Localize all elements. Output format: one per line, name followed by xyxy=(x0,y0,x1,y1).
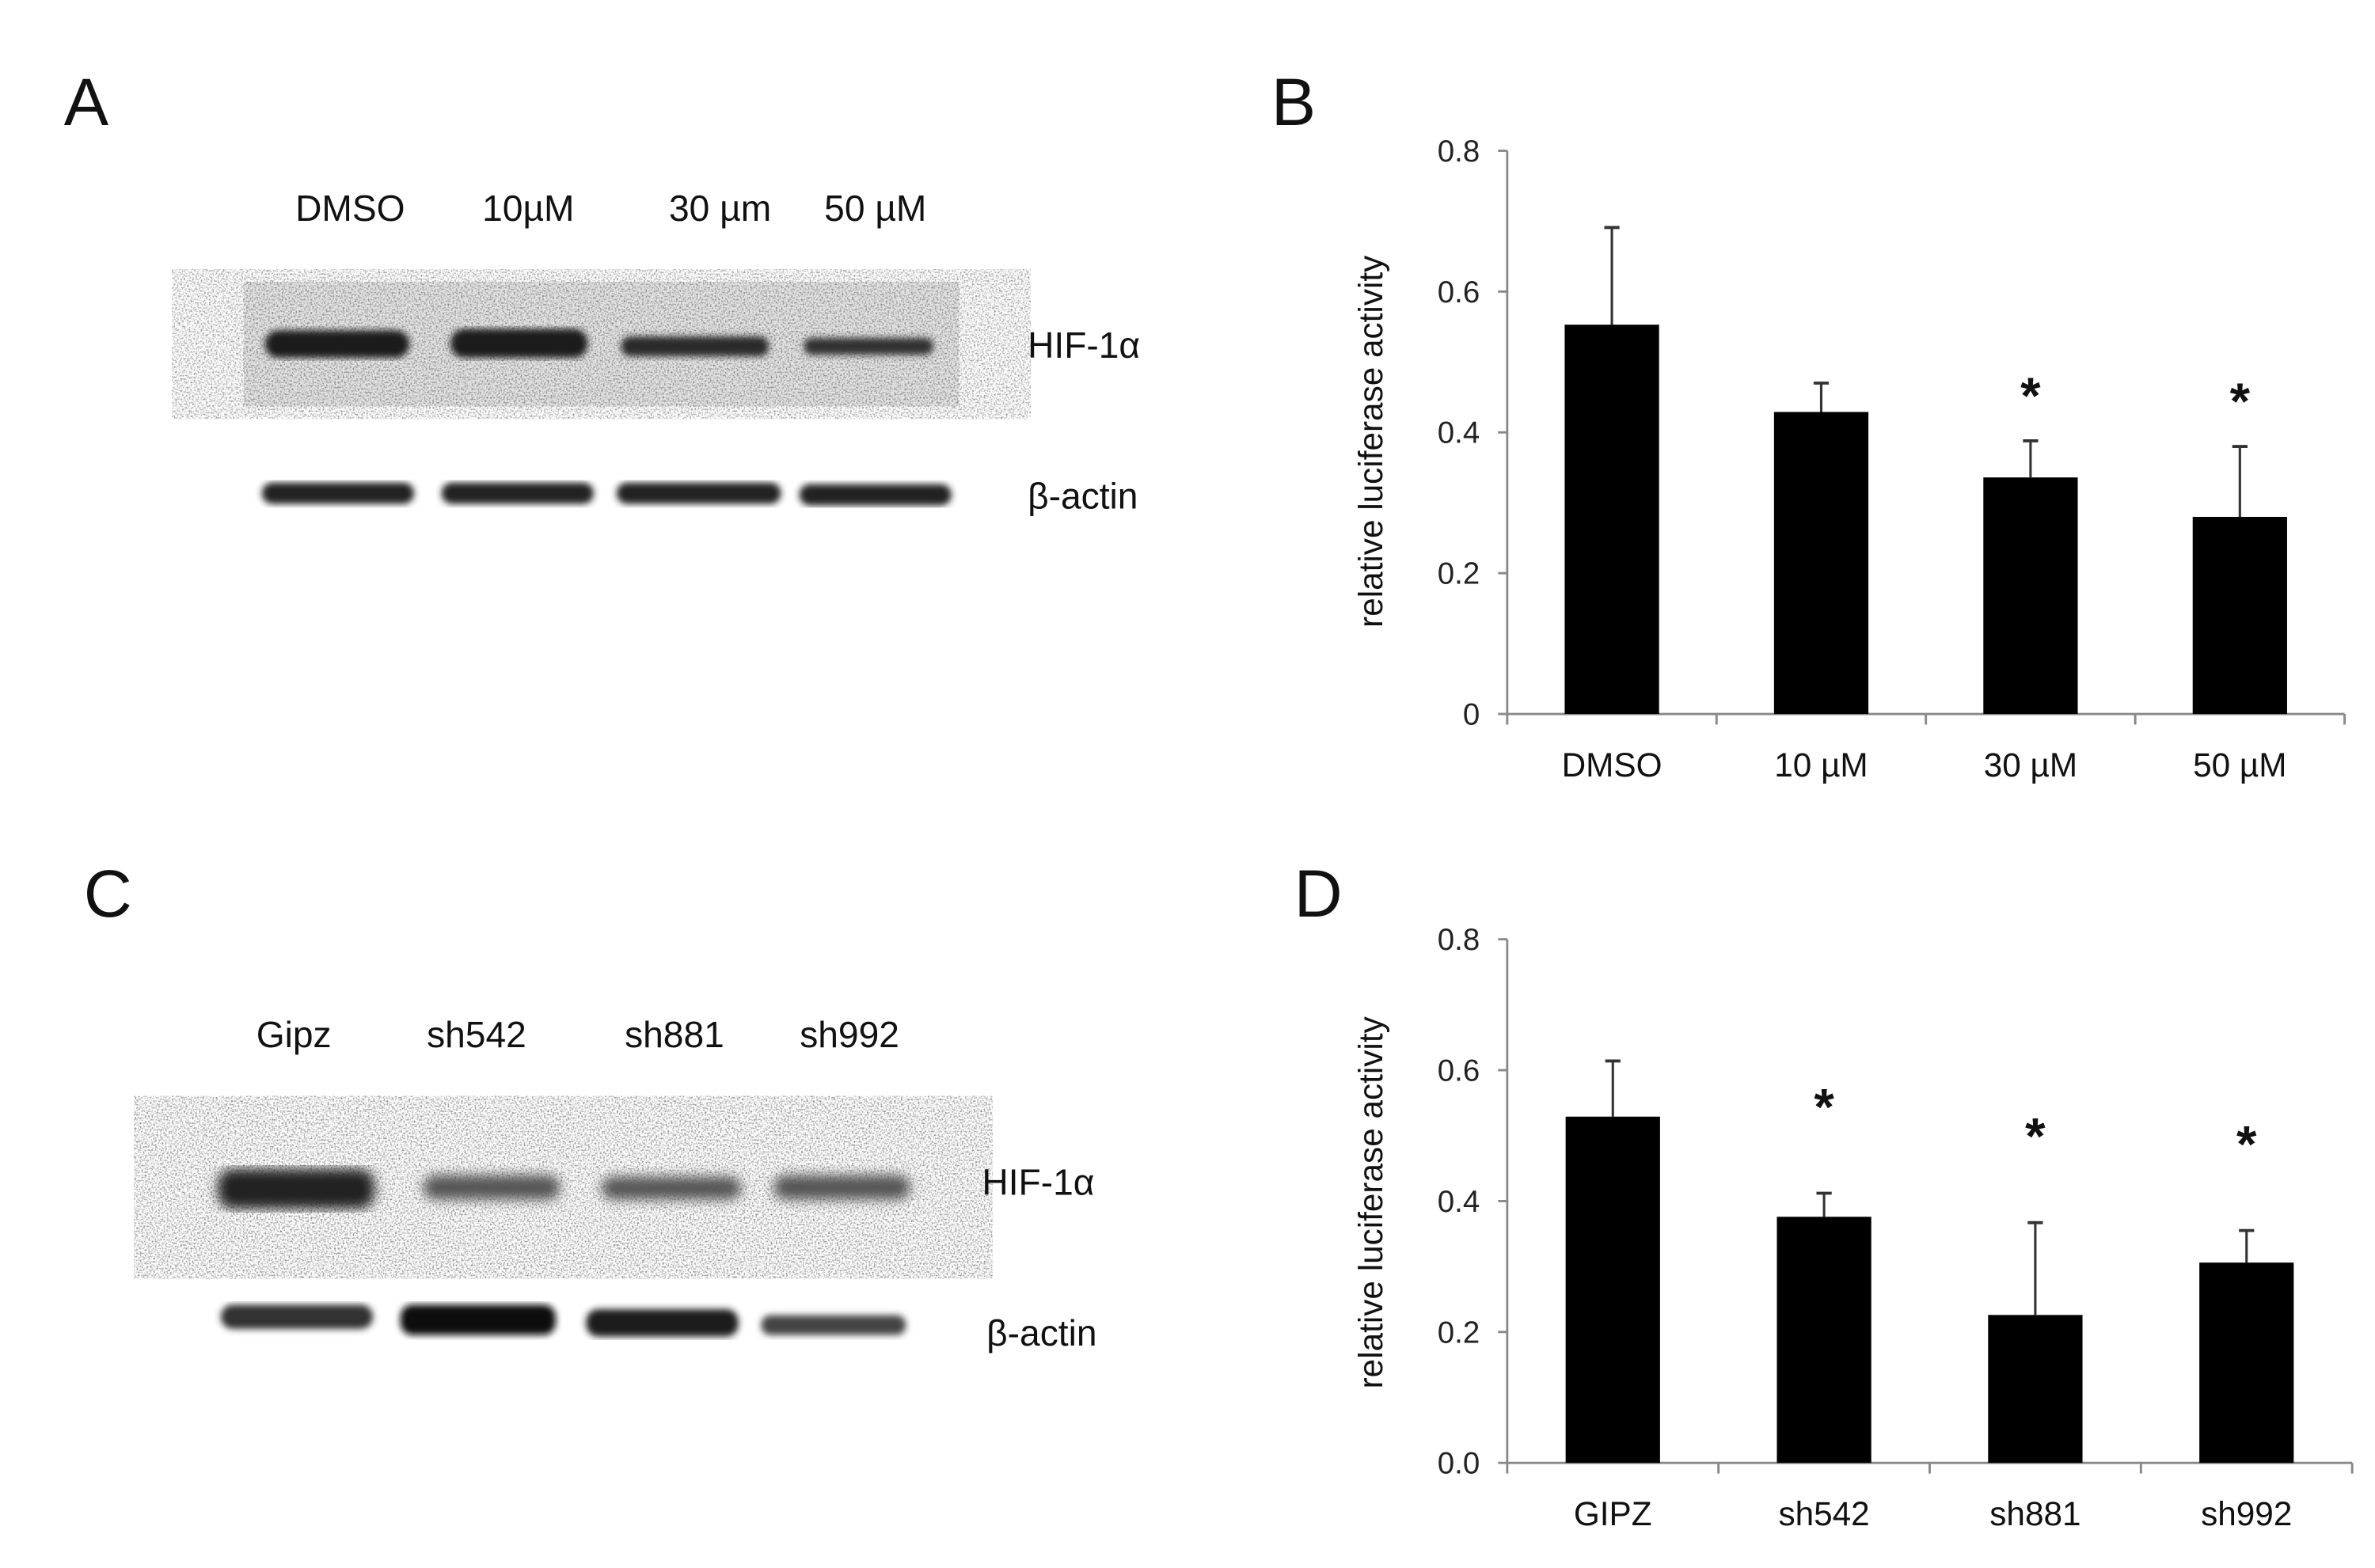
significance-marker: * xyxy=(2230,372,2251,430)
band xyxy=(601,1176,742,1200)
hif-bands xyxy=(218,1169,910,1209)
bar xyxy=(1565,1116,1660,1464)
bar xyxy=(2192,517,2287,715)
y-tick-label: 0.6 xyxy=(1438,1054,1480,1088)
x-tick-label: sh881 xyxy=(1989,1495,2080,1532)
y-tick-label: 0.2 xyxy=(1438,557,1480,591)
x-tick-label: sh992 xyxy=(2201,1495,2292,1532)
y-tick-label: 0.0 xyxy=(1438,1447,1480,1481)
band xyxy=(804,338,933,355)
band xyxy=(220,1304,374,1329)
bar xyxy=(2199,1262,2294,1464)
hif-bands xyxy=(264,328,933,359)
band xyxy=(616,482,781,504)
band xyxy=(400,1304,556,1335)
band xyxy=(264,330,410,359)
x-tick-label: GIPZ xyxy=(1574,1495,1652,1532)
band xyxy=(261,482,415,504)
band xyxy=(423,1175,560,1200)
significance-marker: * xyxy=(2025,1107,2046,1165)
band xyxy=(761,1315,906,1335)
actin-bands xyxy=(261,482,952,506)
western-blot-c: Gipz sh542 sh881 sh992 HIF-1α β-actin xyxy=(205,1014,1097,1353)
lane-label: sh992 xyxy=(800,1014,899,1055)
band xyxy=(799,484,952,506)
western-blot-a: DMSO 10µM 30 µm 50 µM HIF-1α β-actin xyxy=(243,188,1140,516)
significance-marker: * xyxy=(2020,366,2041,424)
y-tick-label: 0.6 xyxy=(1438,275,1480,309)
y-tick-label: 0.4 xyxy=(1438,416,1480,450)
bar-chart-d: relative luciferase activity 0.0 0.2 0.4 0.… xyxy=(1352,923,2354,1532)
y-tick-label: 0.2 xyxy=(1438,1316,1480,1350)
lane-label: 10µM xyxy=(482,188,574,229)
lane-label: DMSO xyxy=(295,188,405,229)
band xyxy=(773,1175,910,1200)
significance-marker: * xyxy=(2236,1115,2257,1173)
x-tick-label: 10 µM xyxy=(1774,746,1868,784)
significance-marker: * xyxy=(1814,1078,1834,1136)
y-tick-label: 0.4 xyxy=(1438,1185,1480,1219)
row-label-hif1a: HIF-1α xyxy=(1028,325,1140,366)
x-tick-label: sh542 xyxy=(1778,1495,1869,1532)
lane-label: Gipz xyxy=(256,1014,332,1055)
band xyxy=(586,1308,739,1337)
lane-label: sh542 xyxy=(427,1014,526,1055)
x-tick-label: 50 µM xyxy=(2193,746,2286,784)
y-tick-label: 0 xyxy=(1463,698,1480,732)
x-tick-label: DMSO xyxy=(1562,746,1662,784)
panel-label-d: D xyxy=(1294,856,1343,931)
row-label-beta-actin: β-actin xyxy=(1028,475,1138,516)
band xyxy=(621,336,770,357)
bar xyxy=(1776,1217,1872,1464)
bar-chart-b: relative luciferase activity 0 0.2 0.4 0.6 0… xyxy=(1352,135,2346,784)
x-tick-label: 30 µM xyxy=(1984,746,2077,784)
bar xyxy=(1983,477,2078,715)
panel-label-c: C xyxy=(84,856,132,931)
bar xyxy=(1564,325,1659,715)
row-label-hif1a: HIF-1α xyxy=(982,1162,1094,1203)
panel-label-a: A xyxy=(64,64,109,139)
lane-label: 30 µm xyxy=(669,188,771,229)
panel-label-b: B xyxy=(1271,64,1316,139)
y-tick-label: 0.8 xyxy=(1438,923,1480,957)
row-label-beta-actin: β-actin xyxy=(986,1312,1096,1353)
band xyxy=(450,328,588,359)
y-axis-label: relative luciferase activity xyxy=(1352,1016,1389,1388)
lane-label: 50 µM xyxy=(824,188,926,229)
bar xyxy=(1988,1315,2083,1464)
band xyxy=(441,482,594,504)
bar xyxy=(1773,412,1869,715)
y-tick-label: 0.8 xyxy=(1438,135,1480,169)
band xyxy=(218,1169,375,1209)
actin-bands xyxy=(220,1304,906,1337)
lane-label: sh881 xyxy=(625,1014,724,1055)
y-axis-label: relative luciferase activity xyxy=(1352,255,1389,628)
